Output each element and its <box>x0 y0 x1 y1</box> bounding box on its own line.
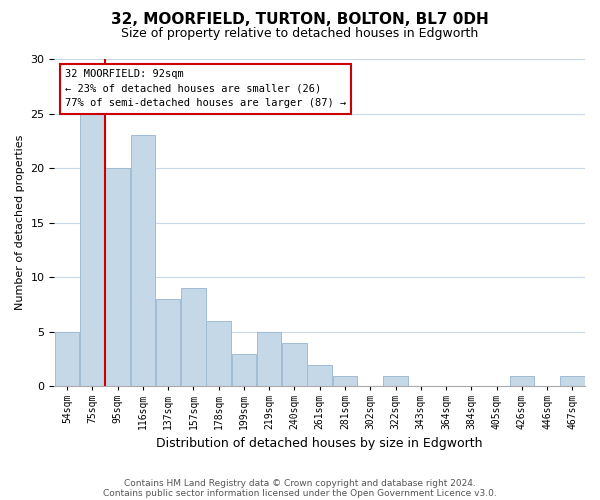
Text: 32 MOORFIELD: 92sqm
← 23% of detached houses are smaller (26)
77% of semi-detach: 32 MOORFIELD: 92sqm ← 23% of detached ho… <box>65 69 346 108</box>
Bar <box>181 288 206 386</box>
Bar <box>106 168 130 386</box>
Text: Contains public sector information licensed under the Open Government Licence v3: Contains public sector information licen… <box>103 488 497 498</box>
Text: Contains HM Land Registry data © Crown copyright and database right 2024.: Contains HM Land Registry data © Crown c… <box>124 478 476 488</box>
Bar <box>560 376 584 386</box>
Bar <box>333 376 357 386</box>
Text: 32, MOORFIELD, TURTON, BOLTON, BL7 0DH: 32, MOORFIELD, TURTON, BOLTON, BL7 0DH <box>111 12 489 28</box>
Text: Size of property relative to detached houses in Edgworth: Size of property relative to detached ho… <box>121 28 479 40</box>
Bar <box>509 376 534 386</box>
Bar <box>80 114 104 386</box>
X-axis label: Distribution of detached houses by size in Edgworth: Distribution of detached houses by size … <box>157 437 483 450</box>
Bar <box>206 321 231 386</box>
Bar <box>156 299 181 386</box>
Bar <box>55 332 79 386</box>
Bar <box>232 354 256 386</box>
Bar <box>307 364 332 386</box>
Bar <box>383 376 408 386</box>
Y-axis label: Number of detached properties: Number of detached properties <box>15 135 25 310</box>
Bar <box>282 343 307 386</box>
Bar <box>257 332 281 386</box>
Bar <box>131 136 155 386</box>
